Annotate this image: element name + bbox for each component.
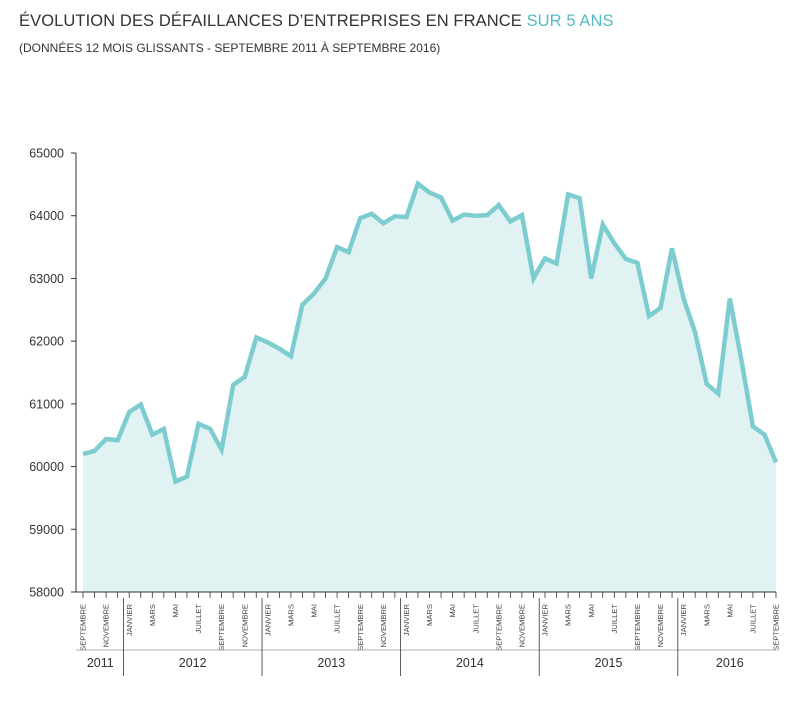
- x-month-label: NOVEMBRE: [656, 604, 665, 647]
- x-month-label: MARS: [425, 604, 434, 626]
- series-line: [82, 180, 779, 485]
- x-month-label: NOVEMBRE: [102, 604, 111, 647]
- year-label: 2011: [87, 656, 114, 670]
- x-month-label: SEPTEMBRE: [633, 604, 642, 651]
- x-month-label: MAI: [310, 604, 319, 618]
- year-label: 2013: [317, 656, 345, 670]
- year-label: 2014: [456, 656, 484, 670]
- y-axis: 58000 59000 60000 61000 62000 63000 64000 65000: [29, 147, 77, 600]
- x-month-label: SEPTEMBRE: [494, 604, 503, 651]
- x-month-label: SEPTEMBRE: [217, 604, 226, 651]
- year-label: 2015: [595, 656, 623, 670]
- y-tick-label: 65000: [29, 147, 64, 161]
- x-month-label: MARS: [702, 604, 711, 626]
- x-month-label: JANVIER: [541, 603, 550, 636]
- x-axis: SEPTEMBRE NOVEMBRE JANVIER MARS MAI JUILLET SE…: [76, 591, 781, 676]
- y-tick-label: 59000: [29, 523, 64, 537]
- x-month-label: NOVEMBRE: [240, 604, 249, 647]
- chart-subtitle: (DONNÉES 12 MOIS GLISSANTS - SEPTEMBRE 2…: [19, 41, 441, 55]
- x-month-label: NOVEMBRE: [518, 604, 527, 647]
- x-month-label: MAI: [587, 604, 596, 618]
- area-fill: [83, 183, 776, 592]
- x-month-label: JUILLET: [333, 604, 342, 634]
- x-month-label: MAI: [171, 604, 180, 618]
- x-month-label: SEPTEMBRE: [79, 604, 88, 651]
- y-tick-label: 63000: [29, 272, 64, 286]
- x-month-label: SEPTEMBRE: [356, 604, 365, 651]
- x-month-label: MAI: [725, 604, 734, 618]
- x-month-label: JANVIER: [263, 603, 272, 636]
- x-month-label: JANVIER: [125, 603, 134, 636]
- x-month-label: JUILLET: [749, 604, 758, 634]
- x-month-label: MAI: [448, 604, 457, 618]
- year-label: 2016: [716, 656, 744, 670]
- x-month-label: JANVIER: [679, 603, 688, 636]
- y-tick-label: 58000: [29, 586, 64, 600]
- chart-title: ÉVOLUTION DES DÉFAILLANCES D’ENTREPRISES…: [19, 12, 614, 31]
- x-month-label: MARS: [287, 604, 296, 626]
- x-month-label: SEPTEMBRE: [772, 604, 781, 651]
- x-month-label: JUILLET: [610, 604, 619, 634]
- x-month-label: MARS: [148, 604, 157, 626]
- y-tick-label: 60000: [29, 460, 64, 474]
- y-tick-label: 61000: [29, 397, 64, 411]
- chart-title-highlight: SUR 5 ANS: [526, 12, 614, 30]
- x-month-label: JUILLET: [194, 604, 203, 634]
- x-month-label: NOVEMBRE: [379, 604, 388, 647]
- x-month-label: JANVIER: [402, 603, 411, 636]
- y-tick-label: 62000: [29, 335, 64, 349]
- year-label: 2012: [179, 656, 207, 670]
- x-month-label: MARS: [564, 604, 573, 626]
- chart-title-main: ÉVOLUTION DES DÉFAILLANCES D’ENTREPRISES…: [19, 12, 522, 30]
- x-month-label: JUILLET: [471, 604, 480, 634]
- y-tick-label: 64000: [29, 209, 64, 223]
